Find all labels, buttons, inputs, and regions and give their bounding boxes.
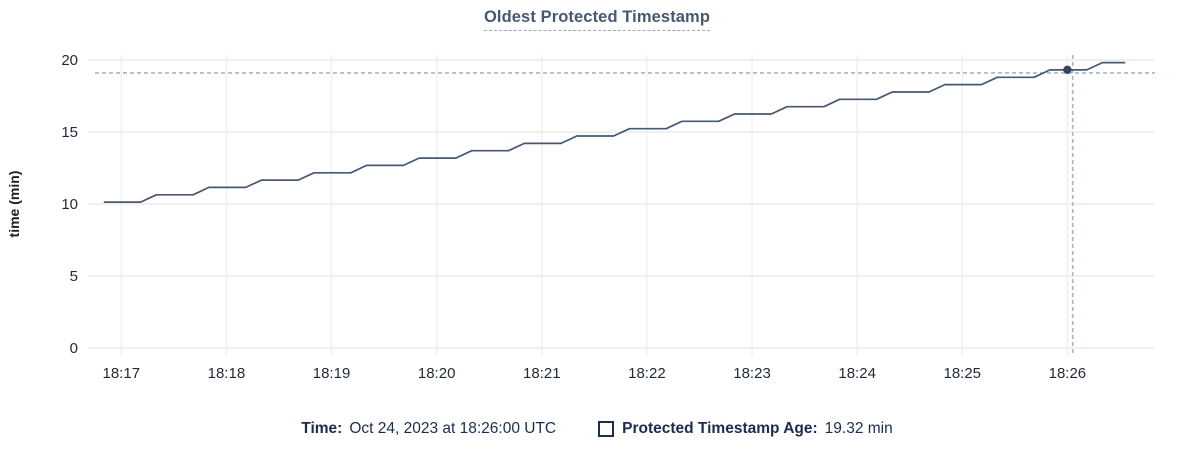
x-tick-label: 18:21 bbox=[523, 365, 561, 382]
legend-time-readout: Time: Oct 24, 2023 at 18:26:00 UTC bbox=[301, 420, 556, 438]
legend-series-toggle[interactable]: Protected Timestamp Age: 19.32 min bbox=[598, 420, 893, 438]
highlight-dot bbox=[1063, 65, 1072, 74]
y-tick-label: 5 bbox=[70, 268, 78, 285]
x-tick-label: 18:26 bbox=[1049, 365, 1087, 382]
legend-series-value: 19.32 min bbox=[824, 420, 893, 437]
y-tick-label: 20 bbox=[61, 52, 78, 69]
series-swatch-icon bbox=[598, 421, 615, 437]
chart-title[interactable]: Oldest Protected Timestamp bbox=[483, 8, 711, 31]
x-tick-label: 18:24 bbox=[838, 365, 876, 382]
y-axis-title: time (min) bbox=[6, 170, 22, 238]
y-tick-label: 0 bbox=[70, 340, 78, 357]
legend-time-label: Time: bbox=[301, 420, 343, 437]
x-tick-label: 18:23 bbox=[733, 365, 771, 382]
x-tick-label: 18:25 bbox=[943, 365, 981, 382]
x-tick-label: 18:20 bbox=[418, 365, 456, 382]
y-tick-label: 10 bbox=[61, 196, 78, 213]
series-line bbox=[103, 61, 1126, 203]
chart-legend: Time: Oct 24, 2023 at 18:26:00 UTC Prote… bbox=[0, 420, 1194, 438]
x-tick-label: 18:22 bbox=[628, 365, 666, 382]
y-tick-label: 15 bbox=[61, 124, 78, 141]
chart-title-row: Oldest Protected Timestamp bbox=[0, 8, 1194, 31]
legend-time-value: Oct 24, 2023 at 18:26:00 UTC bbox=[349, 420, 557, 437]
timeseries-chart-canvas[interactable]: 18:17 18:18 18:19 18:20 18:21 18:22 18:23 18:24… bbox=[0, 0, 1194, 400]
chart-plot-area[interactable] bbox=[95, 50, 1155, 348]
x-tick-label: 18:18 bbox=[208, 365, 246, 382]
x-tick-label: 18:19 bbox=[313, 365, 351, 382]
legend-series-label: Protected Timestamp Age: bbox=[622, 420, 818, 437]
x-tick-label: 18:17 bbox=[103, 365, 141, 382]
